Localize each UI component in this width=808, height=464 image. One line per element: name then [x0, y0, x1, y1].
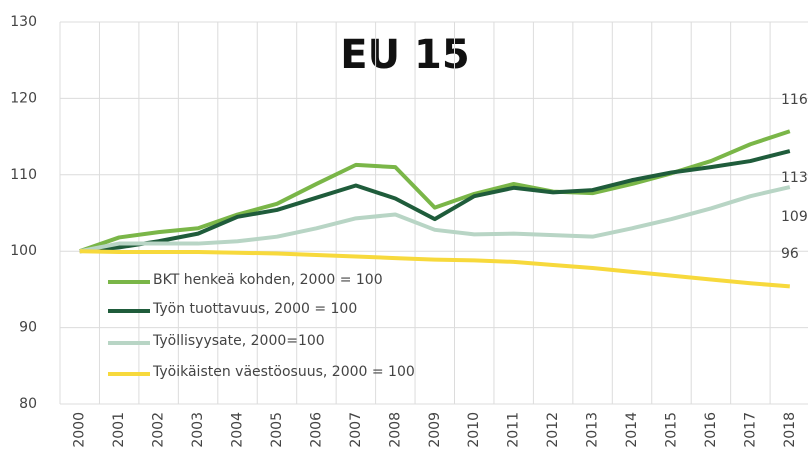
x-tick-label: 2006: [308, 412, 324, 448]
annotation: 96: [781, 246, 799, 262]
legend-label: BKT henkeä kohden, 2000 = 100: [153, 272, 383, 288]
series-line: [79, 249, 790, 289]
annotation: 113: [781, 170, 808, 186]
x-tick-label: 2012: [545, 412, 561, 448]
x-tick-label: 2000: [72, 412, 88, 448]
x-tick-label: 2011: [506, 412, 522, 448]
x-tick-label: 2002: [151, 412, 167, 448]
legend-label: Työikäisten väestöosuus, 2000 = 100: [152, 364, 415, 380]
x-tick-label: 2017: [742, 412, 758, 448]
series-line: [79, 129, 791, 254]
x-tick-label: 2003: [190, 412, 206, 448]
series-line: [79, 149, 791, 254]
y-tick-label: 110: [10, 167, 37, 183]
y-tick-label: 130: [10, 14, 37, 30]
legend-label: Työllisyysate, 2000=100: [152, 333, 325, 349]
y-tick-label: 100: [10, 243, 37, 259]
x-tick-label: 2018: [782, 412, 798, 448]
x-tick-label: 2009: [427, 412, 443, 448]
x-tick-label: 2007: [348, 412, 364, 448]
annotation: 109: [781, 209, 808, 225]
annotation: 116: [781, 92, 808, 108]
x-tick-label: 2001: [111, 412, 127, 448]
x-tick-label: 2005: [269, 412, 285, 448]
x-tick-label: 2013: [585, 412, 601, 448]
chart-title: EU 15: [340, 32, 469, 78]
x-tick-label: 2004: [230, 412, 246, 448]
y-tick-label: 80: [19, 396, 37, 412]
x-tick-label: 2014: [624, 412, 640, 448]
x-tick-label: 2010: [466, 412, 482, 448]
legend-label: Työn tuottavuus, 2000 = 100: [152, 301, 357, 317]
x-tick-label: 2016: [703, 412, 719, 448]
y-tick-label: 120: [10, 90, 37, 106]
series-line: [79, 185, 791, 254]
y-tick-label: 90: [19, 320, 37, 336]
x-tick-label: 2008: [387, 412, 403, 448]
x-tick-label: 2015: [663, 412, 679, 448]
